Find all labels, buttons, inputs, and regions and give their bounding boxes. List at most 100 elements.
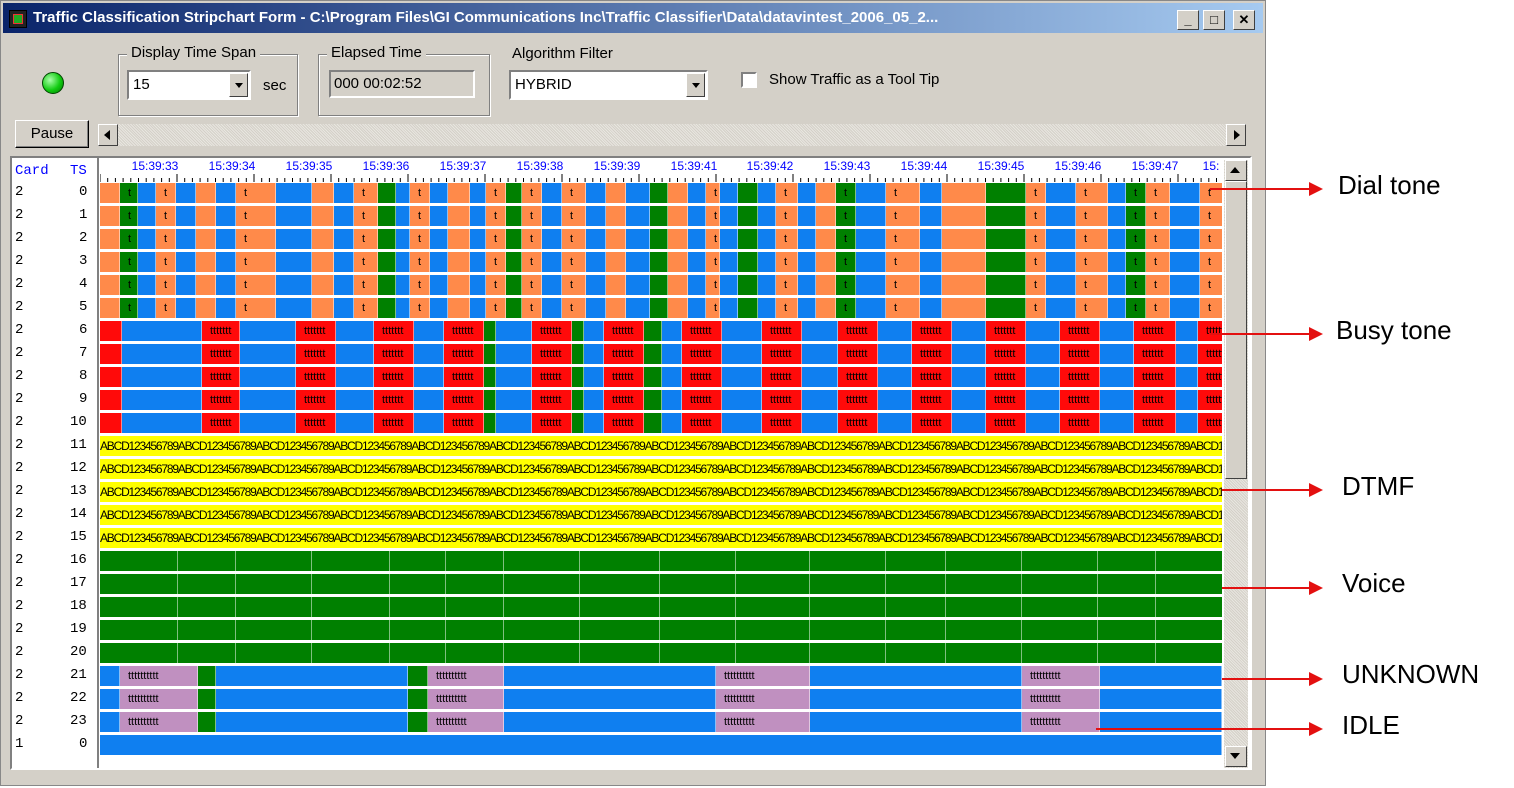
busy-segment[interactable] (100, 413, 122, 433)
busy-segment[interactable]: ttttttt (604, 344, 644, 364)
strip-row-unknown[interactable]: tttttttttt tttttttttt tttttttttt tttttttttt (100, 712, 1222, 732)
dial-segment[interactable]: t (1146, 229, 1170, 249)
busy-segment[interactable]: ttttttt (374, 413, 414, 433)
idle-segment[interactable] (878, 344, 912, 364)
idle-segment[interactable] (216, 689, 408, 709)
voice-segment[interactable] (178, 620, 236, 640)
busy-segment[interactable]: ttttttt (604, 367, 644, 387)
dial-segment[interactable]: t (522, 183, 542, 203)
dial-segment[interactable]: t (522, 252, 542, 272)
dial-segment[interactable]: t (776, 183, 798, 203)
voice-segment[interactable] (810, 643, 886, 663)
dial-segment[interactable] (942, 252, 986, 272)
strip-row-dtmf[interactable]: ABCD123456789ABCD123456789ABCD123456789A… (100, 528, 1222, 548)
dial-segment[interactable]: t (562, 206, 586, 226)
scroll-left-icon[interactable] (98, 124, 118, 146)
dial-segment[interactable] (196, 206, 216, 226)
dial-segment[interactable]: t (1200, 298, 1222, 318)
voice-segment[interactable] (644, 344, 662, 364)
dial-segment[interactable]: t (1200, 183, 1222, 203)
idle-segment[interactable] (688, 206, 706, 226)
voice-segment[interactable]: t (1126, 275, 1146, 295)
dial-segment[interactable]: t (562, 183, 586, 203)
voice-segment[interactable] (504, 620, 580, 640)
dial-segment[interactable] (312, 229, 334, 249)
idle-segment[interactable] (216, 229, 236, 249)
idle-segment[interactable] (722, 413, 762, 433)
voice-segment[interactable] (1098, 597, 1156, 617)
dial-segment[interactable] (942, 275, 986, 295)
dial-segment[interactable]: t (486, 206, 506, 226)
voice-segment[interactable] (484, 367, 496, 387)
busy-segment[interactable]: ttttttt (986, 344, 1026, 364)
idle-segment[interactable] (334, 206, 354, 226)
busy-segment[interactable]: ttttttt (532, 321, 572, 341)
busy-segment[interactable]: ttttttt (444, 390, 484, 410)
idle-segment[interactable] (758, 252, 776, 272)
horizontal-scrollbar[interactable] (98, 124, 1246, 146)
dial-segment[interactable]: t (410, 183, 430, 203)
busy-segment[interactable]: ttttttt (374, 321, 414, 341)
idle-segment[interactable] (952, 321, 986, 341)
idle-segment[interactable] (856, 252, 886, 272)
strip-row-voice[interactable] (100, 643, 1222, 663)
idle-segment[interactable] (856, 183, 886, 203)
unknown-segment[interactable]: tttttttttt (120, 689, 198, 709)
busy-segment[interactable]: ttttttt (912, 344, 952, 364)
voice-segment[interactable] (100, 551, 178, 571)
voice-segment[interactable] (100, 620, 178, 640)
dial-segment[interactable] (448, 229, 470, 249)
voice-segment[interactable] (484, 321, 496, 341)
dial-segment[interactable]: t (1146, 206, 1170, 226)
voice-segment[interactable] (572, 390, 584, 410)
idle-segment[interactable] (920, 229, 942, 249)
dial-segment[interactable] (816, 183, 836, 203)
voice-segment[interactable] (572, 413, 584, 433)
voice-segment[interactable] (736, 574, 810, 594)
idle-segment[interactable] (334, 183, 354, 203)
voice-segment[interactable] (650, 275, 668, 295)
dial-segment[interactable]: t (1076, 275, 1108, 295)
idle-segment[interactable] (584, 321, 604, 341)
strip-row-dtmf[interactable]: ABCD123456789ABCD123456789ABCD123456789A… (100, 459, 1222, 479)
voice-segment[interactable]: t (836, 229, 856, 249)
dial-segment[interactable] (312, 183, 334, 203)
dial-segment[interactable]: t (1076, 252, 1108, 272)
dial-segment[interactable] (606, 252, 626, 272)
voice-segment[interactable] (484, 413, 496, 433)
dial-segment[interactable] (312, 275, 334, 295)
idle-segment[interactable] (856, 298, 886, 318)
voice-segment[interactable] (946, 574, 1022, 594)
idle-segment[interactable] (336, 413, 374, 433)
idle-segment[interactable] (1108, 206, 1126, 226)
strip-row-busy[interactable]: ttttttt ttttttt ttttttt ttttttt ttttttt ttttt… (100, 367, 1222, 387)
dial-segment[interactable]: t (886, 183, 920, 203)
idle-segment[interactable] (798, 252, 816, 272)
voice-segment[interactable] (650, 298, 668, 318)
scroll-down-icon[interactable] (1225, 746, 1247, 767)
idle-segment[interactable] (952, 390, 986, 410)
busy-segment[interactable]: ttttttt (296, 321, 336, 341)
unknown-segment[interactable]: tttttttttt (716, 712, 810, 732)
idle-segment[interactable] (396, 298, 410, 318)
voice-segment[interactable] (446, 551, 504, 571)
strip-row-voice[interactable] (100, 574, 1222, 594)
voice-segment[interactable] (886, 551, 946, 571)
voice-segment[interactable] (1022, 574, 1098, 594)
unknown-segment[interactable]: tttttttttt (716, 666, 810, 686)
dial-segment[interactable]: t (410, 252, 430, 272)
busy-segment[interactable]: ttttttt (444, 367, 484, 387)
busy-segment[interactable]: ttttttt (838, 321, 878, 341)
dial-segment[interactable]: t (706, 229, 720, 249)
dial-segment[interactable]: t (886, 298, 920, 318)
dial-segment[interactable]: t (1076, 183, 1108, 203)
dial-segment[interactable] (196, 229, 216, 249)
idle-segment[interactable] (470, 252, 486, 272)
dial-segment[interactable]: t (562, 298, 586, 318)
idle-segment[interactable] (334, 298, 354, 318)
tooltip-checkbox[interactable] (741, 72, 757, 88)
dial-segment[interactable] (816, 298, 836, 318)
dial-segment[interactable]: t (776, 275, 798, 295)
idle-segment[interactable] (758, 229, 776, 249)
